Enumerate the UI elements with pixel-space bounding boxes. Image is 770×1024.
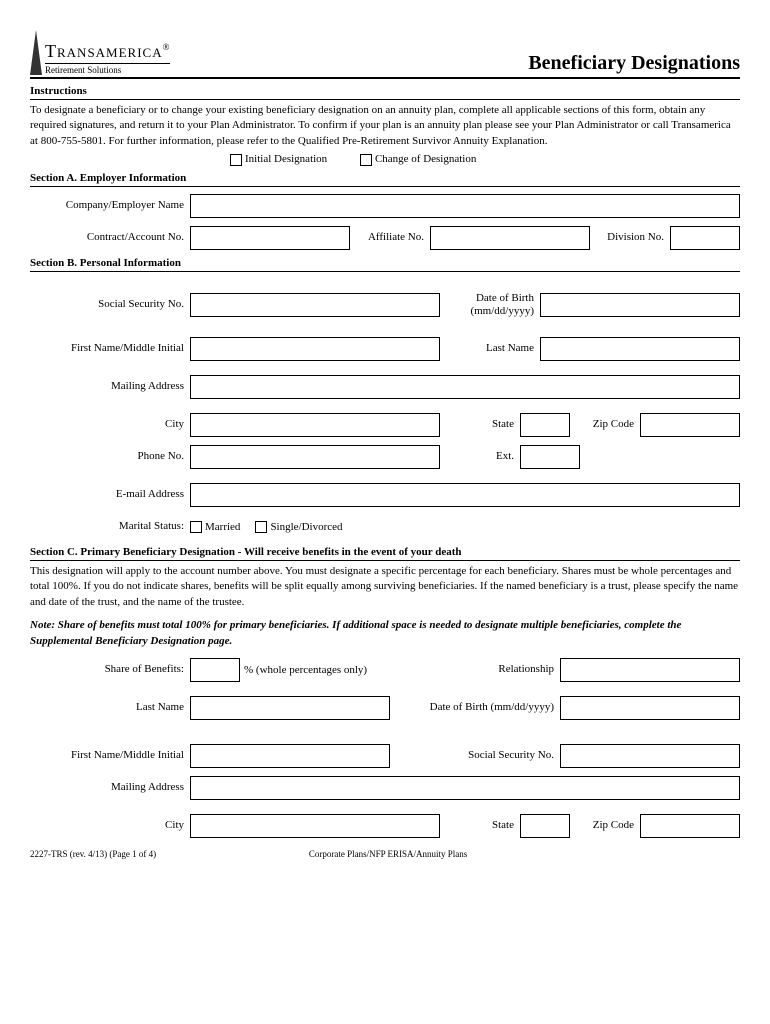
email-field[interactable] (190, 483, 740, 507)
city-label: City (30, 418, 190, 431)
footer-left: 2227-TRS (rev. 4/13) (Page 1 of 4) (30, 849, 156, 859)
c-zip-label: Zip Code (570, 819, 640, 832)
phone-field[interactable] (190, 445, 440, 469)
ext-field[interactable] (520, 445, 580, 469)
affiliate-field[interactable] (430, 226, 590, 250)
company-field[interactable] (190, 194, 740, 218)
marital-label: Marital Status: (30, 520, 190, 533)
initial-designation-checkbox[interactable] (230, 154, 242, 166)
page-footer: 2227-TRS (rev. 4/13) (Page 1 of 4) Corpo… (30, 849, 740, 859)
change-designation-checkbox[interactable] (360, 154, 372, 166)
c-mailing-label: Mailing Address (30, 781, 190, 794)
dob-label: Date of Birth (mm/dd/yyyy) (440, 292, 540, 318)
firstname-label: First Name/Middle Initial (30, 342, 190, 355)
state-field[interactable] (520, 413, 570, 437)
footer-center: Corporate Plans/NFP ERISA/Annuity Plans (309, 849, 467, 859)
c-state-field[interactable] (520, 814, 570, 838)
zip-label: Zip Code (570, 418, 640, 431)
mailing-label: Mailing Address (30, 380, 190, 393)
single-label: Single/Divorced (270, 521, 342, 533)
c-firstname-label: First Name/Middle Initial (30, 749, 190, 762)
section-c-note: Note: Share of benefits must total 100% … (30, 618, 740, 649)
contract-field[interactable] (190, 226, 350, 250)
lastname-field[interactable] (540, 337, 740, 361)
relationship-label: Relationship (492, 663, 560, 676)
c-mailing-field[interactable] (190, 776, 740, 800)
c-lastname-field[interactable] (190, 696, 390, 720)
instructions-heading: Instructions (30, 85, 740, 97)
c-firstname-field[interactable] (190, 744, 390, 768)
married-checkbox[interactable] (190, 521, 202, 533)
page-title: Beneficiary Designations (528, 52, 740, 75)
designation-type-row: Initial Designation Change of Designatio… (30, 153, 740, 165)
email-label: E-mail Address (30, 488, 190, 501)
city-field[interactable] (190, 413, 440, 437)
ssn-field[interactable] (190, 293, 440, 317)
mailing-field[interactable] (190, 375, 740, 399)
state-label: State (440, 418, 520, 431)
section-c-heading: Section C. Primary Beneficiary Designati… (30, 546, 740, 558)
c-lastname-label: Last Name (30, 701, 190, 714)
dob-field[interactable] (540, 293, 740, 317)
phone-label: Phone No. (30, 450, 190, 463)
c-zip-field[interactable] (640, 814, 740, 838)
logo-main: Transamerica® (45, 41, 170, 62)
c-city-field[interactable] (190, 814, 440, 838)
zip-field[interactable] (640, 413, 740, 437)
logo: Transamerica® Retirement Solutions (30, 30, 170, 75)
c-ssn-field[interactable] (560, 744, 740, 768)
c-ssn-label: Social Security No. (462, 749, 560, 762)
division-label: Division No. (590, 231, 670, 244)
c-city-label: City (30, 819, 190, 832)
ext-label: Ext. (440, 450, 520, 463)
share-label: Share of Benefits: (30, 663, 190, 676)
affiliate-label: Affiliate No. (350, 231, 430, 244)
share-field[interactable] (190, 658, 240, 682)
page-header: Transamerica® Retirement Solutions Benef… (30, 30, 740, 79)
section-a-heading: Section A. Employer Information (30, 172, 740, 184)
section-c-text: This designation will apply to the accou… (30, 564, 740, 610)
section-b-heading: Section B. Personal Information (30, 257, 740, 269)
instructions-text: To designate a beneficiary or to change … (30, 103, 740, 149)
firstname-field[interactable] (190, 337, 440, 361)
single-checkbox[interactable] (255, 521, 267, 533)
c-dob-label: Date of Birth (mm/dd/yyyy) (424, 701, 560, 714)
c-dob-field[interactable] (560, 696, 740, 720)
relationship-field[interactable] (560, 658, 740, 682)
contract-label: Contract/Account No. (30, 231, 190, 244)
married-label: Married (205, 521, 240, 533)
division-field[interactable] (670, 226, 740, 250)
ssn-label: Social Security No. (30, 298, 190, 311)
c-state-label: State (440, 819, 520, 832)
lastname-label: Last Name (440, 342, 540, 355)
logo-sub: Retirement Solutions (45, 63, 170, 75)
pct-label: % (whole percentages only) (240, 664, 367, 676)
pyramid-icon (30, 30, 42, 75)
company-label: Company/Employer Name (30, 199, 190, 212)
